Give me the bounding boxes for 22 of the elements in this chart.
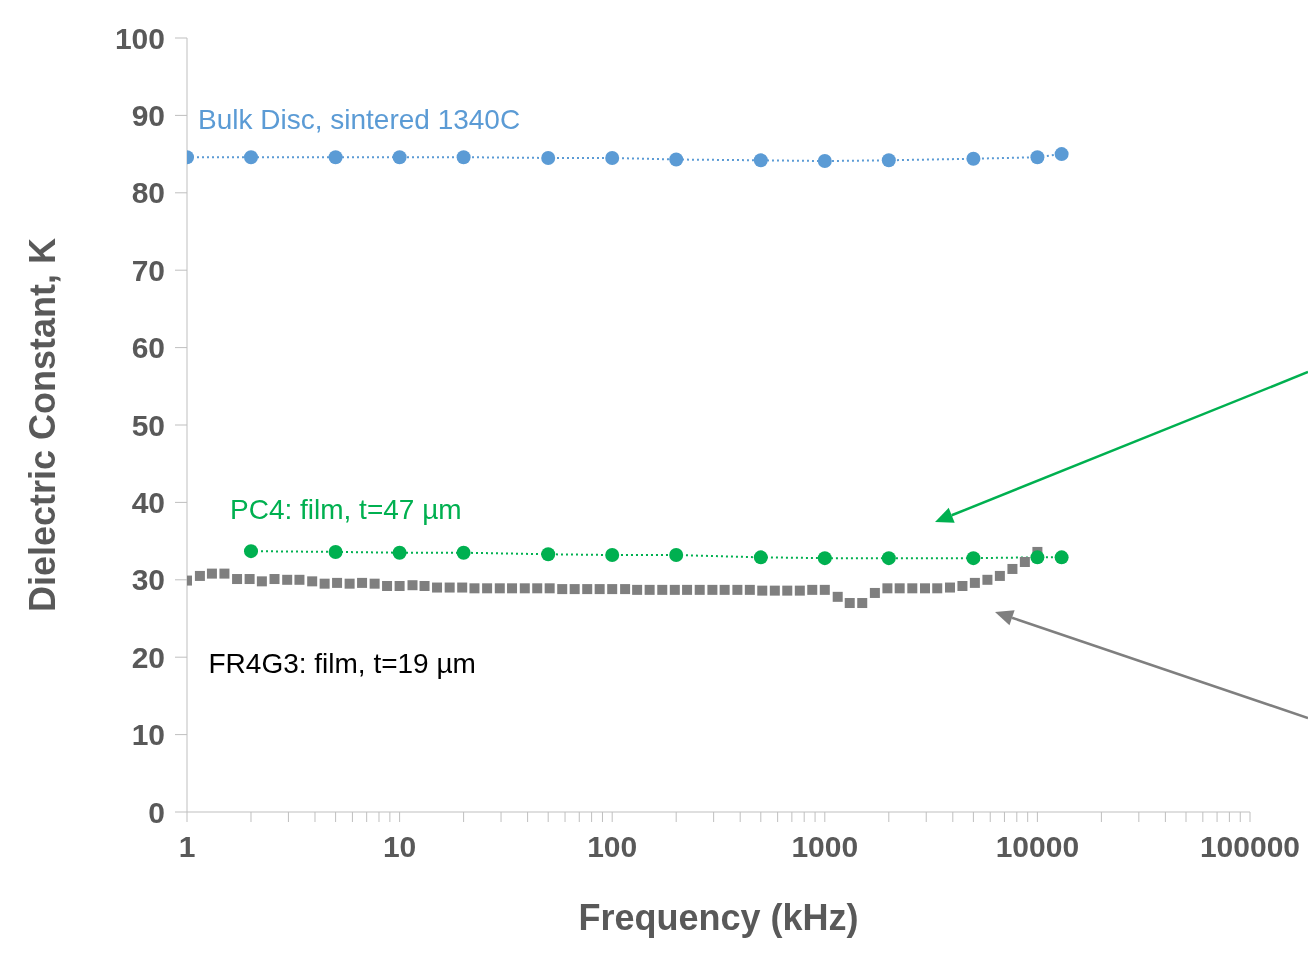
y-tick-label: 50 — [131, 408, 165, 442]
x-tick-label: 10000 — [995, 830, 1080, 864]
x-tick-label: 1000 — [791, 830, 859, 864]
x-tick-label: 10 — [382, 830, 417, 864]
y-tick-label: 40 — [131, 486, 165, 520]
y-tick-label: 30 — [131, 563, 165, 597]
x-tick-label: 100 — [587, 830, 638, 864]
y-tick-label: 0 — [148, 795, 165, 829]
y-tick-label: 70 — [131, 253, 165, 287]
series-label: FR4G3: film, t=19 µm — [208, 648, 476, 680]
x-tick-label: 100000 — [1199, 830, 1301, 864]
series-label: Bulk Disc, sintered 1340C — [198, 104, 521, 136]
series-label: PC4: film, t=47 µm — [230, 494, 462, 526]
y-tick-label: 20 — [131, 640, 165, 674]
x-axis-title: Frequency (kHz) — [578, 897, 859, 938]
y-tick-label: 90 — [131, 99, 165, 133]
x-tick-label: 1 — [178, 830, 196, 864]
y-tick-label: 10 — [131, 718, 165, 752]
y-tick-label: 60 — [131, 331, 165, 365]
y-tick-label: 100 — [114, 21, 165, 55]
y-axis-title: Dielectric Constant, K — [21, 237, 63, 613]
y-tick-label: 80 — [131, 176, 165, 210]
